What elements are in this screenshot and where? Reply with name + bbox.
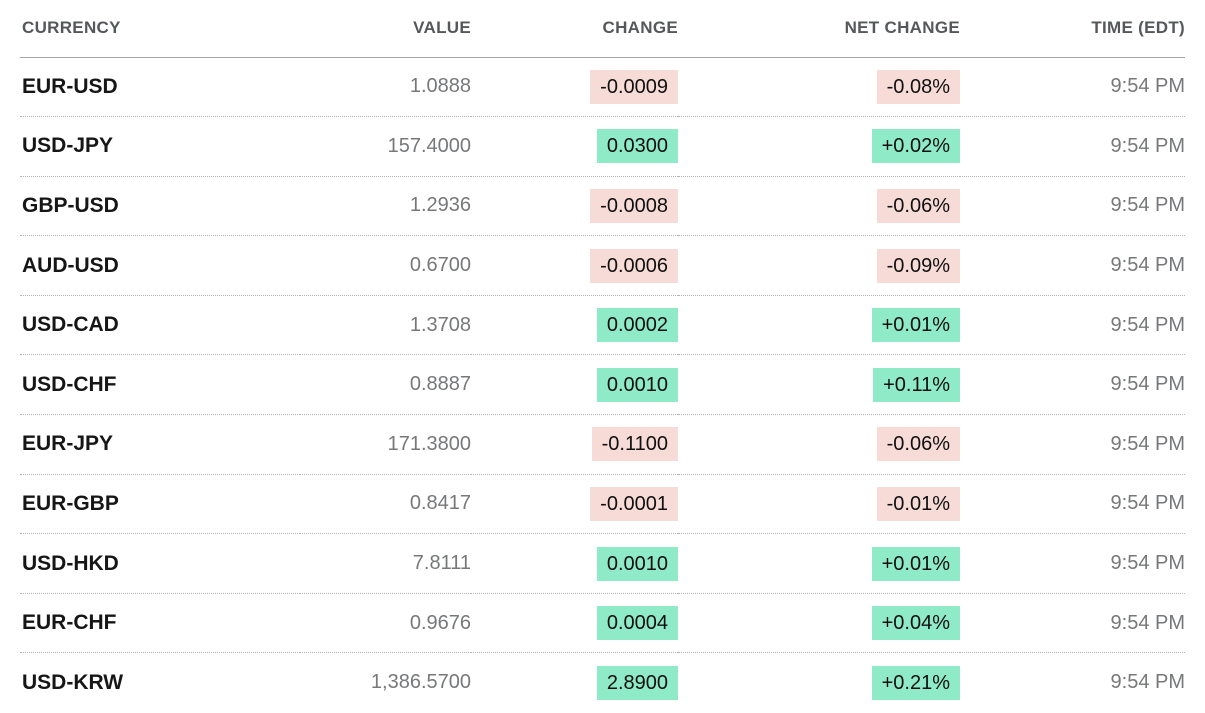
table-row: USD-KRW 1,386.5700 2.8900 +0.21% 9:54 PM [20, 653, 1185, 713]
time-cell: 9:54 PM [960, 295, 1185, 356]
net-change-chip: +0.11% [873, 367, 960, 402]
table-row: EUR-CHF 0.9676 0.0004 +0.04% 9:54 PM [20, 593, 1185, 654]
change-chip: 0.0002 [596, 308, 678, 343]
net-change-chip: +0.01% [871, 546, 960, 581]
time-cell: 9:54 PM [960, 116, 1185, 177]
change-cell: -0.0009 [471, 57, 678, 118]
change-chip: -0.0006 [590, 248, 678, 283]
change-chip: -0.1100 [591, 427, 678, 462]
time-cell: 9:54 PM [960, 235, 1185, 296]
header-value: VALUE [300, 0, 471, 58]
time-cell: 9:54 PM [960, 593, 1185, 654]
net-change-cell: +0.21% [678, 653, 960, 713]
change-cell: 0.0002 [471, 295, 678, 356]
change-cell: -0.0001 [471, 474, 678, 535]
change-chip: 0.0004 [596, 606, 678, 641]
value-cell: 1.3708 [300, 295, 471, 356]
change-cell: -0.0008 [471, 176, 678, 237]
currency-pair[interactable]: EUR-USD [20, 57, 300, 118]
currency-rates-table: CURRENCY VALUE CHANGE NET CHANGE TIME (E… [20, 0, 1185, 713]
net-change-chip: +0.04% [871, 606, 960, 641]
time-cell: 9:54 PM [1110, 671, 1185, 694]
change-chip: -0.0001 [590, 486, 678, 521]
net-change-cell: -0.06% [678, 414, 960, 475]
currency-pair[interactable]: USD-CAD [20, 295, 300, 356]
change-cell: 0.0010 [471, 533, 678, 594]
value-cell: 0.8887 [300, 354, 471, 416]
time-cell: 9:54 PM [960, 176, 1185, 237]
table-row: USD-HKD 7.8111 0.0010 +0.01% 9:54 PM [20, 533, 1185, 594]
net-change-chip: -0.06% [876, 427, 960, 462]
table-row: USD-JPY 157.4000 0.0300 +0.02% 9:54 PM [20, 116, 1185, 177]
net-change-cell: +0.02% [678, 116, 960, 177]
currency-pair[interactable]: GBP-USD [20, 176, 300, 237]
change-cell: 0.0010 [471, 354, 678, 416]
header-row: CURRENCY VALUE CHANGE NET CHANGE TIME (E… [20, 0, 1185, 58]
change-chip: -0.0009 [590, 69, 678, 104]
change-cell: 0.0300 [471, 116, 678, 177]
net-change-cell: -0.06% [678, 176, 960, 237]
value-cell: 1,386.5700 [370, 671, 471, 694]
table-header: CURRENCY VALUE CHANGE NET CHANGE TIME (E… [20, 0, 1185, 58]
value-cell: 1.2936 [300, 176, 471, 237]
table-row: EUR-JPY 171.3800 -0.1100 -0.06% 9:54 PM [20, 414, 1185, 475]
net-change-chip: +0.21% [871, 665, 960, 700]
change-cell: -0.0006 [471, 235, 678, 296]
net-change-chip: -0.01% [876, 486, 960, 521]
header-time: TIME (EDT) [960, 0, 1185, 58]
net-change-cell: +0.01% [678, 295, 960, 356]
currency-pair[interactable]: USD-HKD [20, 533, 300, 594]
header-net-change: NET CHANGE [678, 0, 960, 58]
net-change-chip: -0.08% [876, 69, 960, 104]
value-cell: 7.8111 [300, 533, 471, 594]
time-cell: 9:54 PM [960, 474, 1185, 535]
time-cell: 9:54 PM [960, 414, 1185, 475]
currency-pair[interactable]: EUR-CHF [20, 593, 300, 654]
net-change-cell: -0.09% [678, 235, 960, 296]
currency-pair[interactable]: USD-KRW [22, 670, 124, 694]
table-row: EUR-GBP 0.8417 -0.0001 -0.01% 9:54 PM [20, 474, 1185, 535]
rates-table-body: EUR-USD 1.0888 -0.0009 -0.08% 9:54 PM US… [20, 57, 1185, 713]
value-cell: 171.3800 [300, 414, 471, 475]
net-change-cell: +0.04% [678, 593, 960, 654]
table-row: USD-CHF 0.8887 0.0010 +0.11% 9:54 PM [20, 354, 1185, 416]
value-cell: 0.9676 [300, 593, 471, 654]
table-row: USD-CAD 1.3708 0.0002 +0.01% 9:54 PM [20, 295, 1185, 356]
net-change-cell: -0.08% [678, 57, 960, 118]
table-row: GBP-USD 1.2936 -0.0008 -0.06% 9:54 PM [20, 176, 1185, 237]
value-cell: 1.0888 [300, 57, 471, 118]
net-change-chip: -0.06% [876, 188, 960, 223]
net-change-cell: -0.01% [678, 474, 960, 535]
header-change: CHANGE [471, 0, 678, 58]
net-change-chip: +0.01% [871, 308, 960, 343]
change-chip: 2.8900 [596, 665, 678, 700]
currency-pair[interactable]: AUD-USD [20, 235, 300, 296]
currency-pair[interactable]: USD-CHF [20, 354, 300, 416]
currency-pair[interactable]: USD-JPY [20, 116, 300, 177]
change-cell: 0.0004 [471, 593, 678, 654]
change-chip: 0.0010 [596, 546, 678, 581]
header-currency: CURRENCY [20, 0, 300, 58]
change-cell: 2.8900 [471, 653, 678, 713]
value-cell: 157.4000 [300, 116, 471, 177]
change-chip: 0.0300 [596, 129, 678, 164]
change-chip: 0.0010 [596, 367, 678, 402]
table-row: AUD-USD 0.6700 -0.0006 -0.09% 9:54 PM [20, 235, 1185, 296]
value-cell: 0.8417 [300, 474, 471, 535]
time-cell: 9:54 PM [960, 57, 1185, 118]
net-change-chip: +0.02% [871, 129, 960, 164]
net-change-chip: -0.09% [876, 248, 960, 283]
value-cell: 0.6700 [300, 235, 471, 296]
time-cell: 9:54 PM [960, 354, 1185, 416]
change-chip: -0.0008 [590, 188, 678, 223]
change-cell: -0.1100 [471, 414, 678, 475]
currency-pair[interactable]: EUR-GBP [20, 474, 300, 535]
table-row: EUR-USD 1.0888 -0.0009 -0.08% 9:54 PM [20, 57, 1185, 118]
net-change-cell: +0.11% [678, 354, 960, 416]
net-change-cell: +0.01% [678, 533, 960, 594]
currency-pair[interactable]: EUR-JPY [20, 414, 300, 475]
time-cell: 9:54 PM [960, 533, 1185, 594]
